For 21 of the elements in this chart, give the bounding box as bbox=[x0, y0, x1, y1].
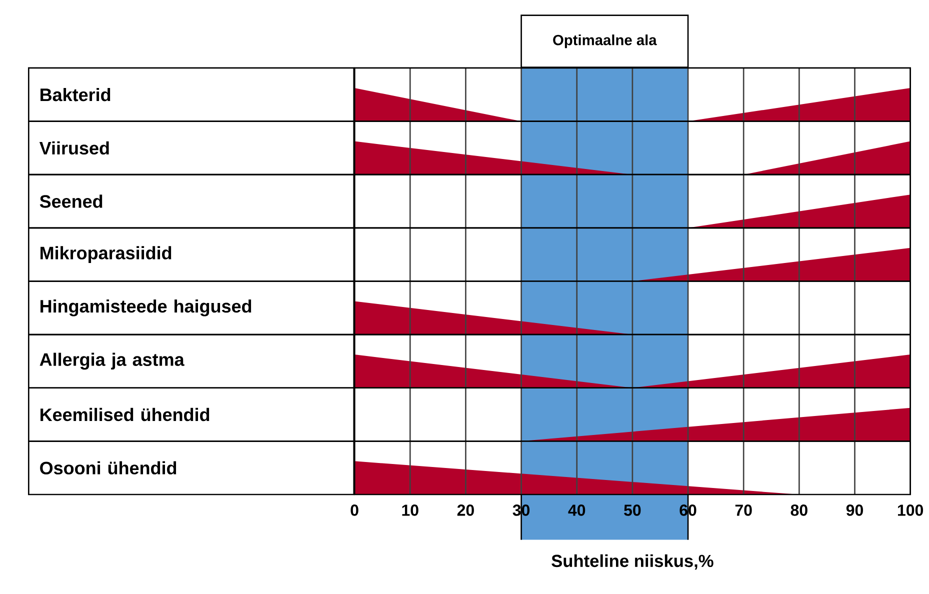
y-axis-title: Bakterid bbox=[40, 88, 110, 102]
x-tick-label: 90 bbox=[846, 504, 863, 516]
y-axis-title: Osooni ühendid bbox=[40, 461, 176, 475]
y-axis-title: Hingamisteede haigused bbox=[40, 300, 252, 316]
band-label: Optimaalne ala bbox=[553, 34, 657, 48]
x-tick-label: 0 bbox=[350, 504, 358, 516]
y-axis-title: Viirused bbox=[39, 141, 109, 155]
x-tick-label: 60 bbox=[680, 504, 696, 516]
x-tick-label: 20 bbox=[457, 504, 474, 516]
x-tick-label: 70 bbox=[735, 504, 752, 516]
y-axis-title: Allergia ja astma bbox=[40, 352, 184, 370]
y-axis-title: Keemilised ühendid bbox=[40, 408, 210, 422]
x-tick-label: 100 bbox=[898, 504, 924, 516]
y-axis-title: Seened bbox=[40, 194, 102, 208]
x-tick-label: 30 bbox=[512, 504, 530, 516]
x-axis-title: Suhteline niiskus,% bbox=[552, 554, 714, 570]
x-tick-label: 40 bbox=[568, 504, 586, 516]
y-axis-title: Mikroparasiidid bbox=[40, 246, 172, 264]
x-tick-label: 50 bbox=[624, 504, 641, 516]
x-tick-label: 80 bbox=[790, 504, 808, 516]
x-tick-label: 10 bbox=[402, 504, 418, 516]
